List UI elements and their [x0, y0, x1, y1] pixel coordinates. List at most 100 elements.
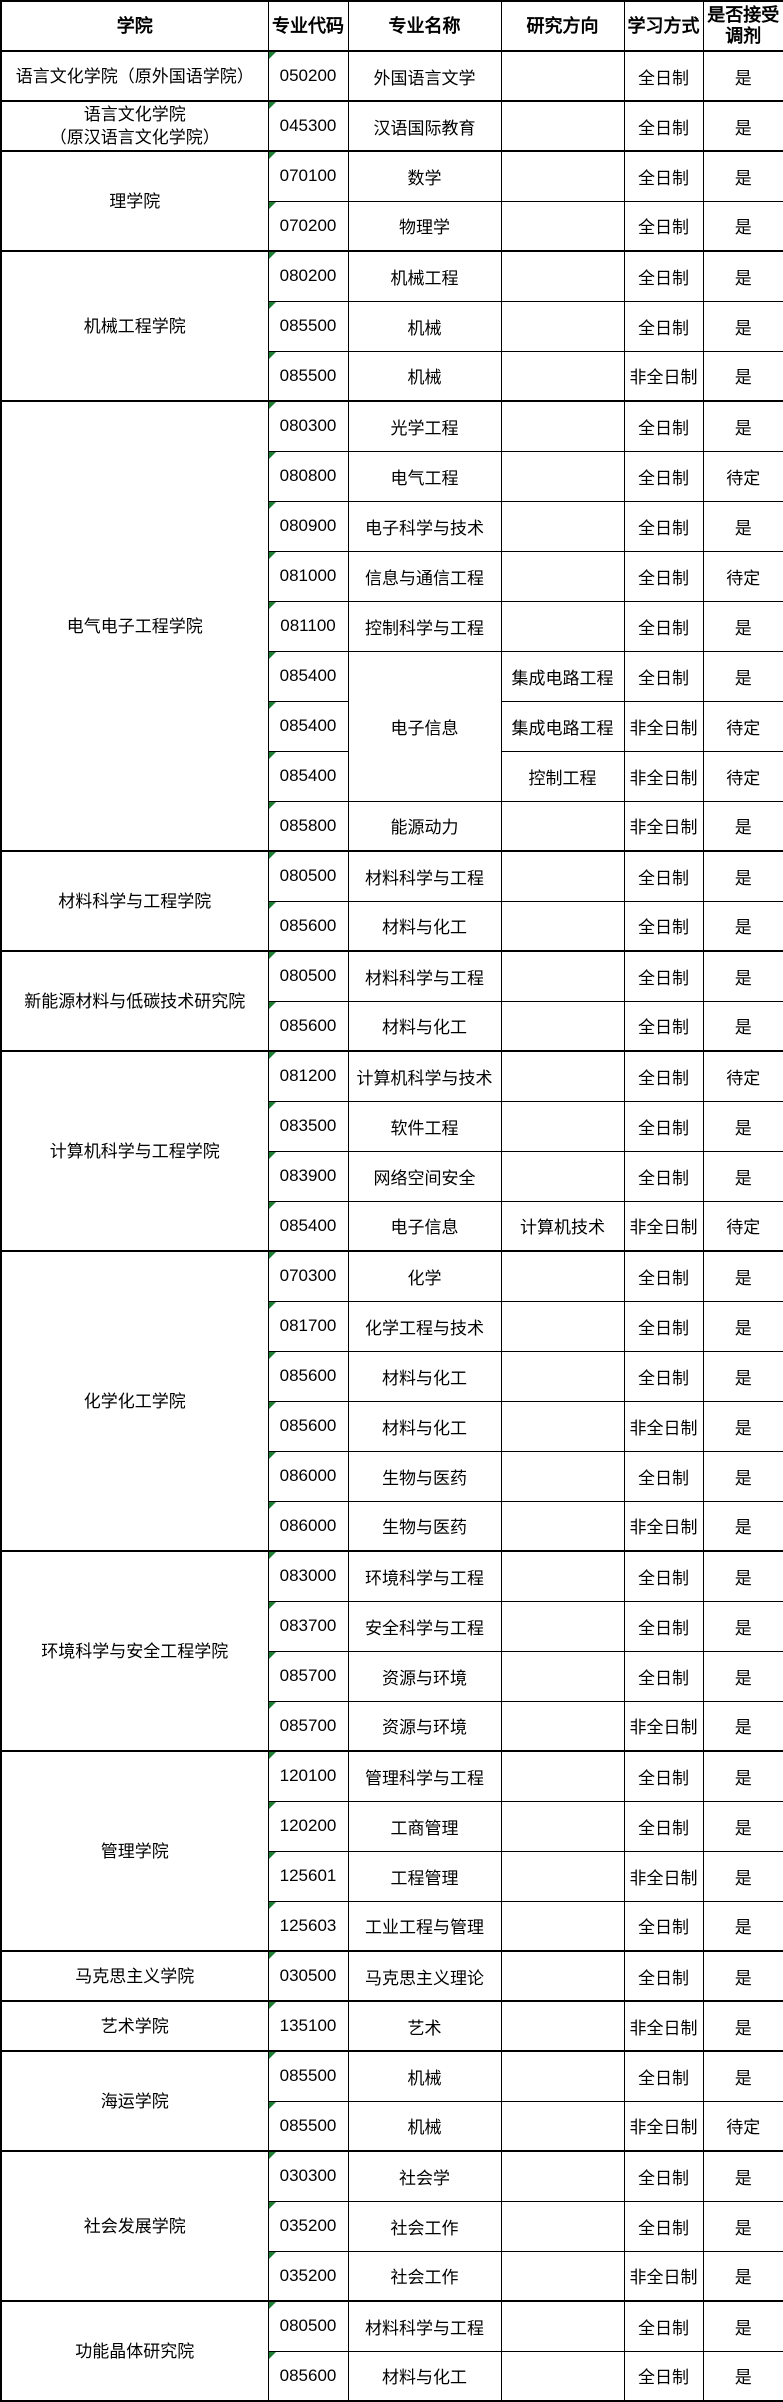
major-code-text: 080500: [279, 966, 337, 986]
research-direction-cell: [500, 1400, 625, 1452]
major-code-text: 083000: [279, 1566, 337, 1586]
major-code-cell: 085700: [267, 1650, 349, 1702]
major-code-cell: 085600: [267, 2350, 349, 2402]
major-code-cell: 070200: [267, 200, 349, 252]
major-code-cell: 081100: [267, 600, 349, 652]
major-code-text: 085600: [279, 2365, 337, 2385]
accept-adjustment-cell: 是: [702, 1650, 783, 1702]
research-direction-cell: [500, 350, 625, 402]
major-name-cell: 安全科学与工程: [347, 1600, 502, 1652]
major-name-cell: 材料与化工: [347, 1350, 502, 1402]
header-accept-adjustment: 是否接受调剂: [702, 0, 783, 52]
table-row: 085400 集成电路工程 非全日制 待定: [1, 700, 783, 752]
major-code-cell: 080300: [267, 400, 349, 452]
major-code-text: 035200: [279, 2265, 337, 2285]
research-direction-cell: [500, 800, 625, 852]
study-mode-cell: 全日制: [623, 900, 704, 952]
research-direction-cell: [500, 600, 625, 652]
major-code-cell: 085400: [267, 750, 349, 802]
study-mode-cell: 全日制: [623, 150, 704, 202]
accept-adjustment-cell: 是: [702, 250, 783, 302]
college-cell: 管理学院: [0, 1750, 269, 1952]
accept-adjustment-cell: 是: [702, 1400, 783, 1452]
major-code-cell: 125601: [267, 1850, 349, 1902]
major-code-cell: 080500: [267, 850, 349, 902]
green-corner-marker-icon: [269, 1502, 276, 1509]
table-row: 083900 网络空间安全 全日制是: [1, 1150, 783, 1202]
table-row: 理学院 070100 数学 全日制是: [0, 150, 783, 252]
table-row: 083500 软件工程 全日制是: [1, 1100, 783, 1152]
study-mode-cell: 非全日制: [623, 1850, 704, 1902]
study-mode-cell: 非全日制: [623, 1400, 704, 1452]
study-mode-cell: 全日制: [623, 2200, 704, 2252]
accept-adjustment-cell: 是: [702, 2200, 783, 2252]
header-college: 学院: [0, 0, 269, 52]
major-code-cell: 085600: [267, 1000, 349, 1052]
study-mode-cell: 全日制: [623, 2300, 704, 2352]
green-corner-marker-icon: [269, 2303, 276, 2309]
major-code-text: 085600: [279, 1416, 337, 1435]
table-row: 085800 能源动力 非全日制是: [1, 800, 783, 852]
research-direction-cell: [500, 950, 625, 1002]
table-row: 125603 工业工程与管理 全日制是: [1, 1900, 783, 1952]
major-name-cell: 机械: [347, 2100, 502, 2152]
table-row: 马克思主义学院 030500 马克思主义理论 全日制是: [0, 1950, 783, 2002]
college-cell: 计算机科学与工程学院: [0, 1050, 269, 1252]
green-corner-marker-icon: [269, 1152, 276, 1159]
major-name-cell: 社会工作: [347, 2250, 502, 2302]
major-code-cell: 081000: [267, 550, 349, 602]
green-corner-marker-icon: [269, 752, 276, 759]
major-code-text: 085600: [279, 1366, 337, 1385]
major-name-cell: 化学工程与技术: [347, 1300, 502, 1352]
major-code-cell: 083500: [267, 1100, 349, 1152]
accept-adjustment-cell: 是: [702, 1000, 783, 1052]
green-corner-marker-icon: [269, 702, 276, 709]
research-direction-cell: [500, 1750, 625, 1802]
major-code-text: 085500: [279, 365, 337, 385]
study-mode-cell: 非全日制: [623, 350, 704, 402]
study-mode-cell: 非全日制: [623, 1200, 704, 1252]
study-mode-cell: 全日制: [623, 950, 704, 1002]
major-code-cell: 083000: [267, 1550, 349, 1602]
major-name-cell: 社会学: [347, 2150, 502, 2202]
major-code-cell: 081700: [267, 1300, 349, 1352]
green-corner-marker-icon: [269, 1753, 276, 1759]
green-corner-marker-icon: [269, 2352, 276, 2359]
major-code-text: 085500: [279, 2066, 337, 2086]
green-corner-marker-icon: [269, 2252, 276, 2259]
major-name-cell: 物理学: [347, 200, 502, 252]
major-name-cell: 网络空间安全: [347, 1150, 502, 1202]
research-direction-cell: [500, 1000, 625, 1052]
study-mode-cell: 全日制: [623, 600, 704, 652]
table-row: 070200 物理学 全日制是: [1, 200, 783, 252]
accept-adjustment-cell: 是: [702, 150, 783, 202]
study-mode-cell: 全日制: [623, 550, 704, 602]
major-code-text: 085600: [279, 915, 337, 935]
research-direction-cell: [500, 550, 625, 602]
major-code-text: 085400: [279, 666, 337, 685]
major-code-cell: 085600: [267, 900, 349, 952]
major-name-cell: 材料与化工: [347, 900, 502, 952]
accept-adjustment-cell: 是: [702, 650, 783, 702]
major-code-cell: 083900: [267, 1150, 349, 1202]
major-code-text: 080500: [279, 2316, 337, 2336]
major-code-cell: 085500: [267, 2050, 349, 2102]
green-corner-marker-icon: [269, 1102, 276, 1109]
study-mode-cell: 全日制: [623, 1000, 704, 1052]
table-row: 085400 电子信息 计算机技术 非全日制 待定: [1, 1200, 783, 1252]
research-direction-cell: [500, 2150, 625, 2202]
table-row: 085500 机械 非全日制是: [1, 350, 783, 402]
major-code-text: 070100: [279, 166, 337, 186]
major-code-text: 080200: [279, 266, 337, 286]
green-corner-marker-icon: [269, 202, 276, 209]
major-name-cell: 生物与医药: [347, 1450, 502, 1502]
major-code-text: 125603: [279, 1915, 337, 1935]
research-direction-cell: 集成电路工程: [500, 650, 625, 702]
research-direction-cell: [500, 400, 625, 452]
study-mode-cell: 非全日制: [623, 750, 704, 802]
major-code-text: 030500: [279, 1966, 337, 1985]
major-name-cell: 能源动力: [347, 800, 502, 852]
table-body: 语言文化学院（原外国语学院） 050200 外国语言文学 全日制是语言文化学院 （原汉…: [0, 50, 783, 2402]
accept-adjustment-cell: 是: [702, 2000, 783, 2052]
